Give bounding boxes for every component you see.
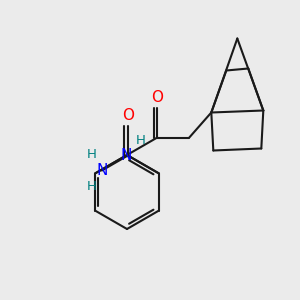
Text: N: N — [120, 148, 132, 163]
Text: H: H — [87, 179, 97, 193]
Text: N: N — [96, 163, 108, 178]
Text: O: O — [122, 109, 134, 124]
Text: O: O — [151, 91, 163, 106]
Text: H: H — [136, 134, 146, 146]
Text: H: H — [87, 148, 97, 161]
